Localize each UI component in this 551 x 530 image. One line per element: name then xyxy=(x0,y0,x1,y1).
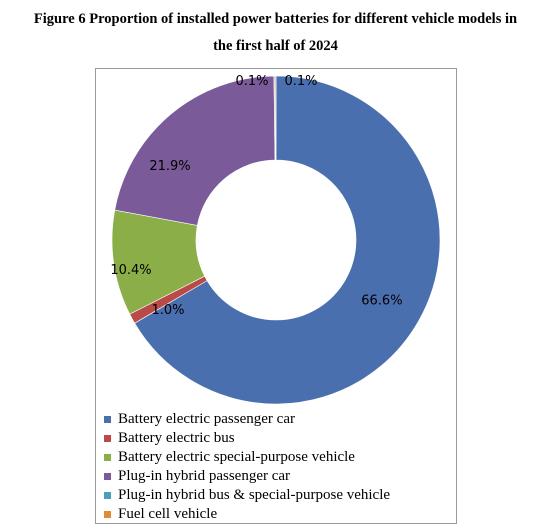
legend-swatch xyxy=(104,416,111,423)
legend-label: Fuel cell vehicle xyxy=(118,506,218,522)
legend-swatch xyxy=(104,492,111,499)
legend-item: Battery electric special-purpose vehicle xyxy=(104,448,390,467)
legend-swatch xyxy=(104,511,111,518)
donut-slice xyxy=(274,75,277,161)
chart-title-line-2: the first half of 2024 xyxy=(213,38,338,54)
chart-title: Figure 6 Proportion of installed power b… xyxy=(0,6,551,60)
donut-slice xyxy=(114,75,276,226)
slice-label: 10.4% xyxy=(110,263,151,278)
donut-slices xyxy=(111,75,441,405)
donut-slice xyxy=(134,75,441,405)
legend-swatch xyxy=(104,435,111,442)
slice-label: 1.0% xyxy=(151,303,184,318)
donut-labels: 66.6% 1.0% 10.4% 21.9% 0.1% 0.1% xyxy=(110,74,402,318)
slice-label: 0.1% xyxy=(284,74,317,89)
slice-label: 21.9% xyxy=(149,159,190,174)
legend-item: Plug-in hybrid passenger car xyxy=(104,467,390,486)
legend-item: Fuel cell vehicle xyxy=(104,505,390,524)
legend-label: Battery electric passenger car xyxy=(118,411,295,427)
legend-label: Plug-in hybrid bus & special-purpose veh… xyxy=(118,487,391,503)
slice-label: 0.1% xyxy=(235,74,268,89)
legend-label: Battery electric bus xyxy=(118,430,235,446)
legend-item: Plug-in hybrid bus & special-purpose veh… xyxy=(104,486,390,505)
chart-title-line-1: Figure 6 Proportion of installed power b… xyxy=(33,11,518,27)
chart-legend: Battery electric passenger car Battery el… xyxy=(104,410,390,524)
slice-label: 66.6% xyxy=(361,294,402,309)
legend-label: Plug-in hybrid passenger car xyxy=(118,468,291,484)
legend-item: Battery electric passenger car xyxy=(104,410,390,429)
legend-swatch xyxy=(104,454,111,461)
legend-swatch xyxy=(104,473,111,480)
legend-item: Battery electric bus xyxy=(104,429,390,448)
legend-label: Battery electric special-purpose vehicle xyxy=(118,449,355,465)
